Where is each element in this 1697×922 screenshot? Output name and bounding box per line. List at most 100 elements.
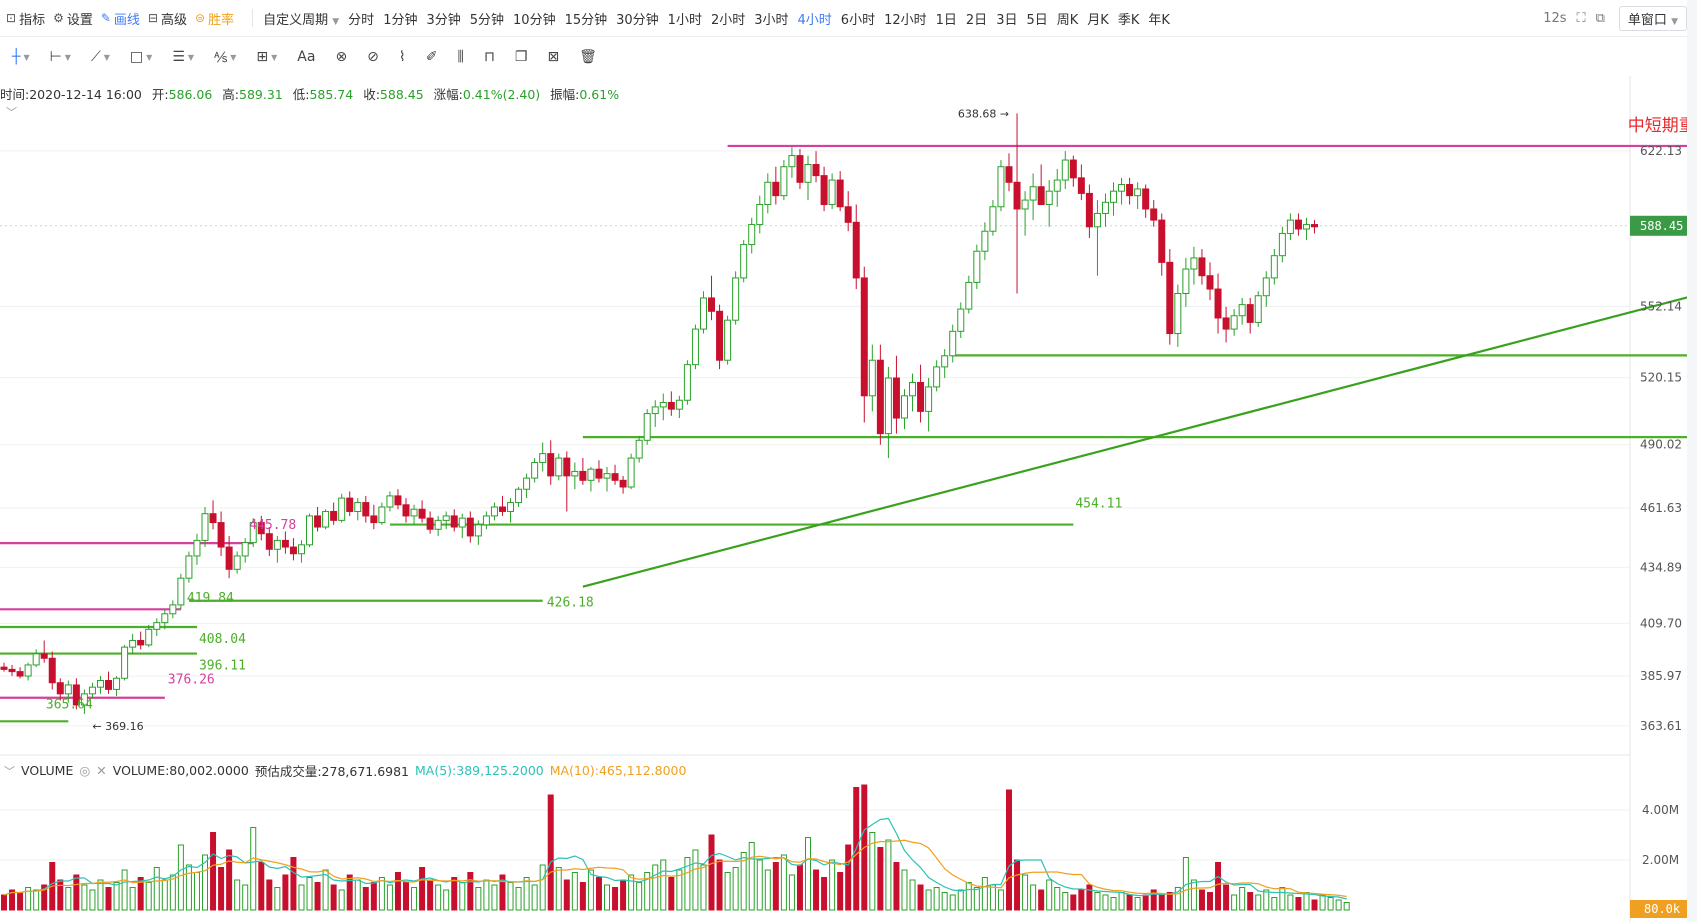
- volume-ma5-line: [3, 817, 1347, 900]
- volume-bar: [161, 879, 168, 911]
- candle-body: [933, 366, 941, 388]
- period-item[interactable]: 2小时: [710, 12, 746, 28]
- volume-bar: [684, 857, 691, 911]
- period-item[interactable]: 30分钟: [616, 12, 659, 28]
- text-tool-icon[interactable]: Aa: [297, 49, 316, 65]
- period-item[interactable]: 4小时: [797, 12, 832, 28]
- candle-body: [1134, 188, 1142, 197]
- period-item[interactable]: 季K: [1117, 12, 1140, 28]
- volume-bar: [724, 872, 731, 911]
- indicator-button[interactable]: ⊡ 指标: [6, 11, 46, 28]
- candle-body: [426, 517, 434, 530]
- trendline-tool-icon[interactable]: ⟋ ▼: [90, 49, 110, 65]
- collapse-chevron-icon[interactable]: ﹀: [4, 764, 15, 778]
- candle-body: [1093, 212, 1101, 228]
- candle-tool-icon[interactable]: ⫼: [457, 49, 464, 65]
- measure-tool-icon[interactable]: ⌇: [398, 49, 406, 65]
- volume-bar: [25, 887, 32, 911]
- volume-bar: [1198, 889, 1205, 911]
- period-item[interactable]: 10分钟: [513, 12, 556, 28]
- scroll-edge[interactable]: [1687, 0, 1697, 922]
- period-item[interactable]: 5分钟: [469, 12, 505, 28]
- collapse-chevron-icon[interactable]: ﹀: [6, 106, 17, 119]
- fullscreen-icon[interactable]: ⛶: [1576, 11, 1586, 26]
- horizontal-ray-tool-icon[interactable]: ⊢ ▼: [49, 49, 71, 65]
- period-item[interactable]: 月K: [1087, 12, 1109, 28]
- lock-tool-icon[interactable]: ⊓: [483, 49, 495, 65]
- volume-bar: [298, 884, 305, 911]
- volume-bar: [1078, 889, 1085, 911]
- volume-bar: [764, 869, 771, 911]
- price-tick-label: 552.14: [1640, 300, 1682, 314]
- volume-bar: [1142, 894, 1149, 911]
- period-item[interactable]: 5日: [1026, 12, 1048, 28]
- eye-icon[interactable]: ◎: [79, 763, 91, 778]
- volume-bar: [772, 862, 779, 911]
- volume-bar: [274, 887, 281, 911]
- magnet-tool-icon[interactable]: ⊗: [335, 49, 348, 65]
- trash-icon[interactable]: 🗑: [579, 49, 597, 65]
- period-item[interactable]: 3分钟: [426, 12, 461, 28]
- candle-body: [740, 244, 748, 279]
- advanced-button[interactable]: ⊟ 高级: [147, 11, 188, 28]
- level-label: 408.04: [199, 632, 246, 647]
- period-item[interactable]: 1分钟: [383, 12, 418, 28]
- candle-body: [965, 281, 973, 310]
- volume-bar: [1319, 894, 1326, 911]
- period-item[interactable]: 分时: [348, 12, 375, 28]
- volume-bar: [1062, 892, 1069, 911]
- close-icon[interactable]: ✕: [96, 763, 107, 778]
- settings-button[interactable]: ⚙ 设置: [53, 11, 93, 28]
- candle-body: [627, 457, 635, 488]
- draw-button[interactable]: ✎ 画线: [100, 11, 140, 28]
- window-mode-select[interactable]: 单窗口 ▼: [1618, 6, 1687, 31]
- period-item[interactable]: 2日: [965, 12, 988, 28]
- candle-body: [892, 377, 900, 419]
- period-item[interactable]: 3小时: [754, 12, 789, 28]
- candle-body: [121, 646, 129, 679]
- copy-tool-icon[interactable]: ❐: [514, 49, 528, 65]
- candle-body: [563, 457, 571, 477]
- template-tool-icon[interactable]: ⊠: [547, 49, 560, 65]
- candle-body: [1061, 159, 1069, 181]
- period-item[interactable]: 12小时: [884, 12, 927, 28]
- period-item[interactable]: 1日: [935, 12, 957, 28]
- crosshair-tool-icon[interactable]: ┼ ▼: [12, 49, 30, 65]
- price-tick-label: 409.70: [1640, 616, 1682, 630]
- candle-body: [482, 515, 490, 526]
- period-item[interactable]: 周K: [1056, 12, 1079, 28]
- period-item[interactable]: 6小时: [840, 12, 876, 28]
- restore-icon[interactable]: ⧉: [1595, 11, 1605, 26]
- candle-body: [1262, 277, 1270, 297]
- volume-bar: [1271, 897, 1278, 911]
- period-item[interactable]: 1小时: [667, 12, 702, 28]
- custom-period-dropdown[interactable]: 自定义周期 ▼: [263, 12, 340, 28]
- candle-body: [611, 473, 619, 481]
- volume-bar: [427, 879, 434, 911]
- brush-tool-icon[interactable]: ✐: [425, 49, 438, 65]
- winrate-button[interactable]: ⊜ 胜率: [195, 11, 235, 28]
- right-tools: 12s ⛶ ⧉ 单窗口 ▼: [1533, 6, 1687, 31]
- refresh-interval[interactable]: 12s: [1543, 11, 1567, 26]
- volume-bar: [877, 847, 884, 911]
- indicator-icon: ⊡: [6, 11, 17, 25]
- price-tick-label: 385.97: [1640, 669, 1682, 683]
- volume-bar: [234, 879, 241, 911]
- volume-bar: [965, 882, 972, 911]
- volume-bar: [587, 869, 594, 911]
- drawing-toolbar: ┼ ▼ ⊢ ▼ ⟋ ▼ □ ▼ ☰ ▼ ⅍ ▼ ⊞ ▼ Aa ⊗ ⊘ ⌇ ✐ ⫼ ⊓ ❐ ⊠ …: [0, 37, 1697, 77]
- volume-bar: [41, 884, 48, 911]
- rectangle-tool-icon[interactable]: □ ▼: [129, 49, 153, 65]
- period-item[interactable]: 年K: [1148, 12, 1170, 28]
- period-item[interactable]: 15分钟: [564, 12, 608, 28]
- parallel-channel-tool-icon[interactable]: ☰ ▼: [172, 49, 195, 65]
- ruler-tool-icon[interactable]: ⊘: [367, 49, 379, 65]
- fibonacci-tool-icon[interactable]: ⅍ ▼: [214, 49, 237, 66]
- candle-body: [1021, 199, 1029, 210]
- volume-bar: [338, 889, 345, 911]
- volume-bar: [210, 832, 217, 911]
- period-item[interactable]: 3日: [996, 12, 1018, 28]
- grid-tool-icon[interactable]: ⊞ ▼: [256, 49, 278, 65]
- volume-bar: [595, 877, 602, 911]
